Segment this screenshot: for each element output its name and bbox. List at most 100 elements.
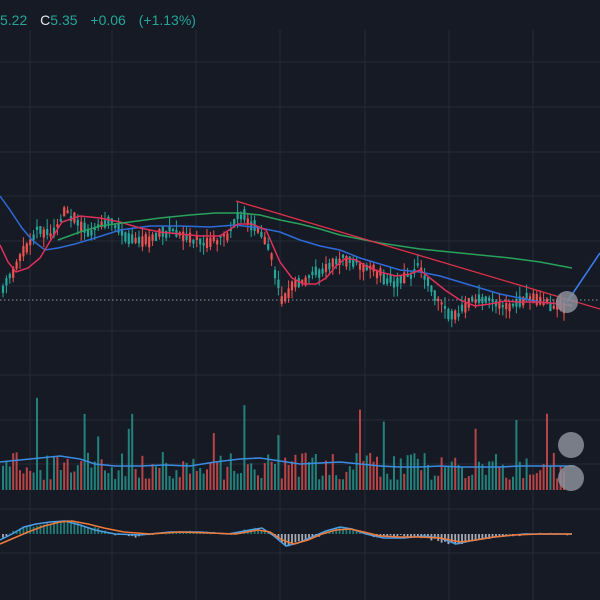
volume-bar [362, 461, 365, 490]
candle-body [212, 235, 215, 241]
volume-bar [257, 475, 259, 490]
candle-body [338, 258, 341, 265]
volume-bar [365, 455, 368, 490]
volume-bar [155, 466, 157, 490]
volume-bar [406, 455, 409, 490]
candle-body [250, 221, 253, 231]
volume-bar [53, 456, 55, 490]
volume-bar [369, 453, 372, 490]
candle-body [447, 309, 450, 320]
candle-body [331, 258, 334, 267]
macd-histogram-bar [444, 534, 446, 542]
candle-body [39, 226, 42, 234]
candle-body [498, 302, 501, 309]
pane-handle-bottom [558, 465, 584, 491]
candle-body [52, 227, 56, 236]
volume-bar [195, 471, 198, 490]
volume-bar [338, 479, 341, 490]
volume-bar [308, 462, 310, 490]
candle-body [450, 311, 453, 320]
candle-body [35, 226, 39, 230]
volume-bar [5, 461, 8, 490]
candle-body [243, 209, 246, 220]
volume-bar [165, 462, 168, 490]
macd-histogram-bar [454, 534, 457, 545]
volume-bar [396, 479, 399, 490]
candle-body [66, 210, 69, 214]
macd-histogram-bar [63, 521, 66, 534]
candle-body [144, 234, 147, 245]
candle-body [114, 225, 117, 229]
volume-bar [59, 470, 62, 490]
volume-bar [467, 476, 470, 490]
legend-open-value: 5.22 [0, 12, 28, 28]
legend-close-label: C [40, 12, 51, 28]
candle-body [284, 293, 287, 302]
candle-body [59, 219, 62, 222]
candle-body [423, 275, 426, 280]
candle-body [396, 277, 399, 287]
candle-body [539, 296, 542, 305]
volume-bar [501, 464, 504, 490]
candle-body [301, 279, 304, 284]
macd-histogram-bar [209, 533, 212, 535]
candle-body [188, 232, 192, 243]
volume-bar [471, 474, 474, 490]
candle-body [273, 269, 277, 279]
volume-bar [399, 458, 402, 490]
macd-histogram-bar [301, 534, 304, 541]
candle-body [294, 279, 297, 288]
macd-histogram-bar [87, 527, 89, 534]
volume-bar [311, 457, 314, 490]
volume-bar [15, 452, 18, 490]
moving-average-slow-line [57, 212, 573, 269]
volume-bar [131, 413, 134, 490]
candle-body [433, 290, 436, 301]
candle-body [311, 271, 314, 276]
volume-bar [474, 428, 477, 490]
candle-body [386, 278, 389, 284]
macd-histogram-bar [498, 534, 501, 536]
candle-body [389, 275, 392, 283]
volume-bar [138, 477, 140, 490]
volume-bar [556, 478, 559, 490]
volume-bar [488, 461, 491, 490]
volume-bar [461, 466, 463, 490]
volume-bar [481, 464, 484, 490]
candle-body [365, 265, 368, 271]
volume-bar [70, 472, 72, 490]
volume-bar [144, 478, 147, 490]
volume-bar [107, 473, 110, 490]
volume-bar [410, 454, 412, 490]
macd-histogram-bar [25, 526, 28, 534]
candle-body [1, 285, 5, 293]
volume-bar [73, 471, 76, 490]
volume-bar [100, 459, 103, 490]
macd-histogram-bar [291, 534, 293, 544]
candle-body [545, 298, 549, 303]
volume-bar [246, 464, 249, 490]
macd-histogram-bar [46, 523, 49, 534]
macd-histogram-bar [12, 530, 15, 534]
volume-bar [345, 471, 348, 490]
candle-body [457, 313, 460, 317]
volume-bar [549, 466, 552, 490]
candle-body [352, 258, 355, 267]
candle-body [127, 233, 130, 244]
volume-bar [447, 465, 450, 490]
volume-bar [437, 475, 440, 490]
candle-body [185, 233, 188, 240]
candle-body [202, 242, 205, 246]
candle-body [491, 299, 494, 303]
moving-average-fast-line [0, 215, 573, 307]
candle-body [494, 301, 498, 307]
volume-bar [189, 473, 191, 490]
candle-body [525, 292, 528, 299]
candle-body [103, 220, 107, 228]
candle-body [86, 228, 90, 237]
macd-histogram-bar [348, 528, 351, 534]
candle-body [18, 254, 22, 261]
volume-bar [328, 474, 331, 490]
